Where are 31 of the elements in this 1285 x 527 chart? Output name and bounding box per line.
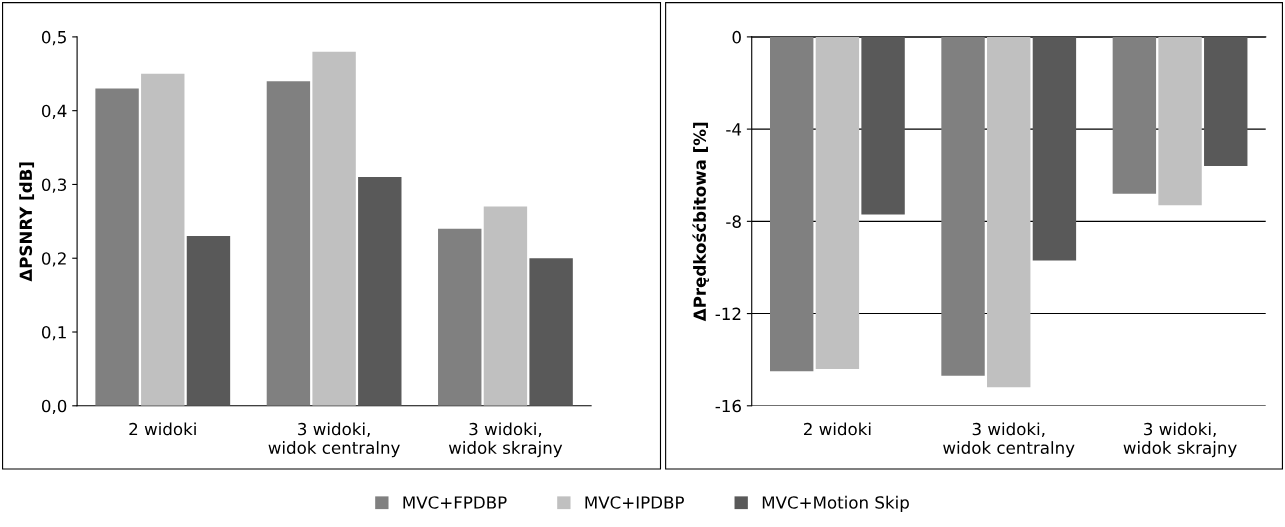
y-tick-label: 0,0: [41, 399, 67, 415]
y-tick-label: -4: [726, 123, 742, 136]
y-tick-label: -16: [715, 399, 741, 413]
bar: [438, 228, 482, 406]
bar: [141, 73, 185, 406]
y-tick-label: 0,2: [41, 252, 66, 267]
y-tick-label: 0,4: [41, 104, 67, 119]
y-tick-label: 0,3: [41, 178, 67, 193]
y-tick-label: 0: [732, 30, 741, 44]
bar: [266, 81, 311, 406]
x-tick-label: 3 widoki, widok centralny: [268, 422, 400, 458]
y-tick-label: -12: [715, 307, 741, 320]
y-tick-label: 0,5: [41, 30, 66, 46]
x-tick-label: 3 widoki, widok skrajny: [1123, 422, 1237, 458]
legend-label: MVC+FPDBP: [403, 496, 507, 509]
y-axis-title: ΔPrędkośćbitowa [%]: [692, 122, 710, 322]
bar: [312, 51, 356, 406]
y-axis-title: ΔPSNRY [dB]: [19, 162, 35, 282]
x-tick-label: 2 widoki: [129, 422, 196, 436]
bar: [483, 206, 528, 406]
legend-label: MVC+IPDBP: [585, 496, 684, 509]
y-tick-label: 0,1: [41, 325, 66, 341]
bar: [358, 177, 402, 406]
bar: [186, 236, 231, 406]
y-tick-label: -8: [726, 215, 741, 228]
x-tick-label: 3 widoki, widok skrajny: [448, 422, 563, 458]
bar: [529, 258, 573, 406]
bar: [95, 88, 139, 406]
x-tick-label: 3 widoki, widok centralny: [943, 422, 1075, 458]
x-tick-label: 2 widoki: [804, 422, 871, 436]
legend-label: MVC+Motion Skip: [762, 495, 909, 512]
